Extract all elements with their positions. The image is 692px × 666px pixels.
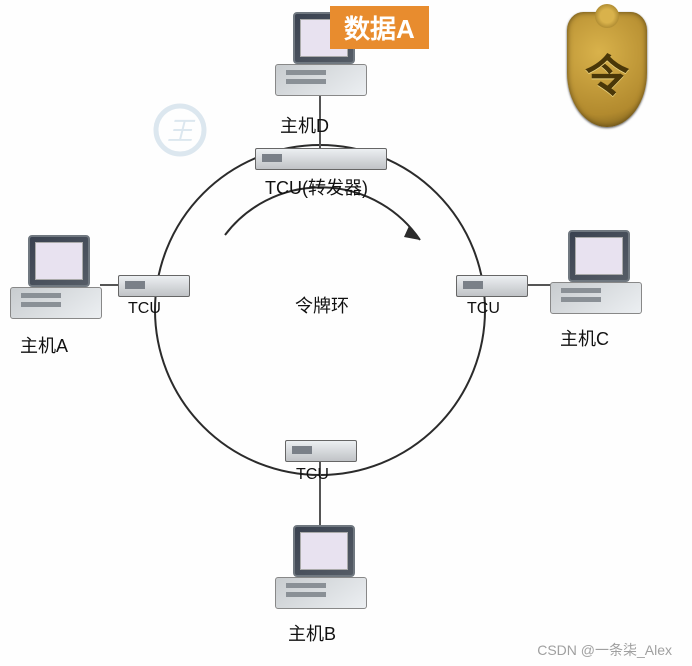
host-c-icon bbox=[550, 230, 640, 320]
tcu-right bbox=[456, 275, 528, 297]
tcu-left bbox=[118, 275, 190, 297]
tcu-top bbox=[255, 148, 387, 170]
token-badge-image: 令 bbox=[567, 12, 647, 127]
host-a-label: 主机A bbox=[20, 332, 68, 358]
ring-center-label: 令牌环 bbox=[295, 292, 349, 318]
host-b-label: 主机B bbox=[288, 620, 336, 646]
tcu-bottom bbox=[285, 440, 357, 462]
tcu-bottom-label: TCU bbox=[296, 466, 329, 484]
token-badge-char: 令 bbox=[567, 40, 647, 104]
host-a-icon bbox=[10, 235, 100, 325]
tcu-left-label: TCU bbox=[128, 300, 161, 318]
host-b-icon bbox=[275, 525, 365, 615]
host-c-label: 主机C bbox=[560, 325, 609, 351]
footer-credit: CSDN @一条柒_Alex bbox=[537, 640, 672, 660]
tcu-top-label: TCU(转发器) bbox=[265, 174, 368, 200]
data-badge: 数据A bbox=[330, 6, 429, 49]
tcu-right-label: TCU bbox=[467, 300, 500, 318]
svg-text:王: 王 bbox=[167, 116, 196, 146]
host-d-label: 主机D bbox=[280, 112, 329, 138]
